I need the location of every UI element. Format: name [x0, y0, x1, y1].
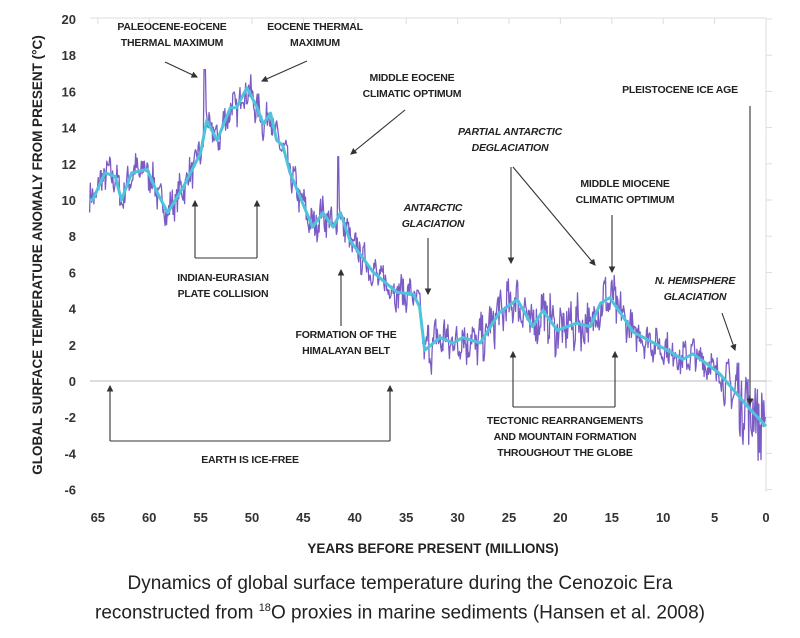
x-tick-label: 30: [450, 510, 464, 525]
arrow-meco: [350, 109, 406, 155]
y-tick-label: 10: [62, 193, 76, 208]
x-tick-label: 35: [399, 510, 413, 525]
x-tick-label: 0: [762, 510, 769, 525]
annotation-tectonic: THROUGHOUT THE GLOBE: [497, 447, 633, 459]
y-axis-label: GLOBAL SURFACE TEMPERATURE ANOMALY FROM …: [30, 35, 45, 474]
arrow-petm: [164, 61, 198, 78]
y-tick-label: 18: [62, 48, 76, 63]
annotation-antarctic: ANTARCTIC: [403, 202, 463, 214]
annotation-antarctic: GLACIATION: [402, 218, 465, 230]
arrow-partial-2: [512, 166, 596, 266]
x-tick-label: 45: [296, 510, 310, 525]
x-tick-label: 5: [711, 510, 718, 525]
y-tick-label: -2: [64, 410, 76, 425]
annotation-mmco: MIDDLE MIOCENE: [580, 178, 670, 190]
annotation-indian: INDIAN-EURASIAN: [177, 272, 269, 284]
y-tick-label: 2: [69, 338, 76, 353]
y-tick-label: 0: [69, 374, 76, 389]
annotation-partial: PARTIAL ANTARCTIC: [458, 126, 563, 138]
annotation-icefree: EARTH IS ICE-FREE: [201, 454, 299, 466]
x-tick-label: 65: [91, 510, 105, 525]
x-tick-label: 55: [193, 510, 207, 525]
x-tick-label: 40: [348, 510, 362, 525]
x-tick-label: 50: [245, 510, 259, 525]
caption-line-2: reconstructed from 18O proxies in marine…: [0, 596, 800, 625]
annotation-tectonic: AND MOUNTAIN FORMATION: [494, 431, 637, 443]
plot-frame: [90, 17, 767, 492]
annotation-partial: DEGLACIATION: [472, 142, 549, 154]
x-tick-label: 10: [656, 510, 670, 525]
y-tick-label: -4: [64, 446, 76, 461]
caption-line-1: Dynamics of global surface temperature d…: [127, 573, 673, 594]
y-tick-label: 8: [69, 229, 76, 244]
caption-line-2-start: reconstructed from: [95, 602, 259, 624]
x-tick-label: 60: [142, 510, 156, 525]
smoothed-line: [89, 86, 768, 428]
annotation-pleistocene: PLEISTOCENE ICE AGE: [622, 84, 738, 96]
figure-caption: Dynamics of global surface temperature d…: [0, 572, 800, 625]
annotation-meco: MIDDLE EOCENE: [370, 72, 455, 84]
annotation-himalaya: HIMALAYAN BELT: [302, 345, 391, 357]
y-tick-label: 12: [62, 157, 76, 172]
annotation-himalaya: FORMATION OF THE: [295, 329, 396, 341]
annotation-indian: PLATE COLLISION: [178, 288, 269, 300]
caption-line-2-end: O proxies in marine sediments (Hansen et…: [270, 602, 705, 624]
annotation-meco: CLIMATIC OPTIMUM: [363, 88, 462, 100]
y-tick-label: -6: [64, 483, 76, 498]
annotation-petm: PALEOCENE-EOCENE: [117, 21, 226, 33]
arrow-nhem: [721, 312, 737, 352]
annotation-tectonic: TECTONIC REARRANGEMENTS: [487, 415, 643, 427]
y-tick-label: 6: [69, 265, 76, 280]
annotation-petm: THERMAL MAXIMUM: [121, 37, 224, 49]
annotation-etm: MAXIMUM: [290, 37, 340, 49]
x-axis-label: YEARS BEFORE PRESENT (MILLIONS): [307, 541, 558, 556]
annotation-nhem: GLACIATION: [664, 291, 727, 303]
annotation-arrows: [106, 60, 754, 442]
x-tick-label: 15: [605, 510, 619, 525]
y-tick-label: 14: [62, 121, 77, 136]
y-tick-label: 16: [62, 84, 76, 99]
annotation-etm: EOCENE THERMAL: [267, 21, 364, 33]
y-tick-label: 4: [69, 302, 77, 317]
y-tick-label: 20: [62, 12, 76, 27]
x-tick-label: 25: [502, 510, 516, 525]
caption-superscript: 18: [258, 602, 271, 614]
x-tick-label: 20: [553, 510, 567, 525]
arrow-etm: [260, 60, 308, 82]
annotation-nhem: N. HEMISPHERE: [655, 275, 736, 287]
annotation-mmco: CLIMATIC OPTIMUM: [576, 194, 675, 206]
